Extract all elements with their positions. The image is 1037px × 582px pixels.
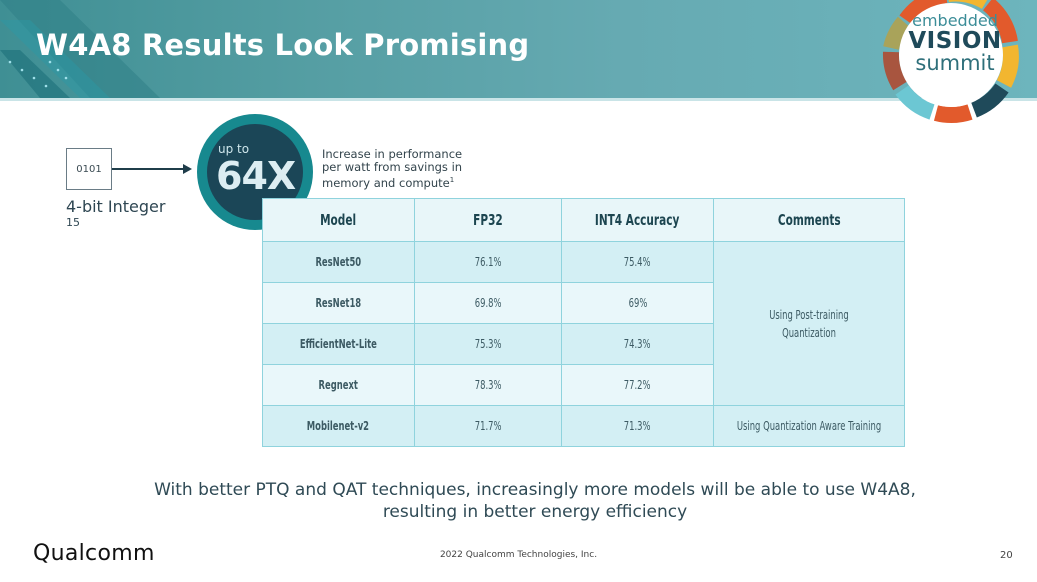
- bit-value-box: 0101: [66, 148, 112, 190]
- table-header-row: Model FP32 INT4 Accuracy Comments: [262, 198, 906, 242]
- model-cell: ResNet50: [262, 241, 415, 283]
- badge-value: 64X: [216, 154, 296, 198]
- logo-line-summit: summit: [915, 51, 995, 75]
- header-decoration: [0, 0, 160, 98]
- table-row: Mobilenet-v2 71.7% 71.3% Using Quantizat…: [262, 405, 906, 447]
- table-row: ResNet50 76.1% 75.4% Using Post-training…: [262, 241, 906, 406]
- badge-prefix: up to: [218, 142, 250, 156]
- header-fp32: FP32: [413, 198, 563, 242]
- header-comments: Comments: [712, 198, 906, 242]
- fp32-cell: 69.8%: [413, 282, 563, 324]
- comment-qat: Using Quantization Aware Training: [712, 405, 906, 447]
- int4-cell: 75.4%: [561, 241, 714, 283]
- logo-line-vision: VISION: [908, 28, 1002, 54]
- model-cell: EfficientNet-Lite: [262, 323, 415, 365]
- header-int4: INT4 Accuracy: [561, 198, 714, 242]
- model-cell: ResNet18: [262, 282, 415, 324]
- arrow-head-icon: [183, 164, 192, 174]
- int4-cell: 69%: [561, 282, 714, 324]
- slide-header: W4A8 Results Look Promising: [0, 0, 1037, 98]
- copyright: 2022 Qualcomm Technologies, Inc.: [439, 550, 598, 560]
- table-row: Regnext 78.3% 77.2%: [262, 364, 905, 406]
- int4-cell: 71.3%: [561, 405, 714, 447]
- footnote-marker: 1: [449, 176, 455, 184]
- fp32-cell: 76.1%: [413, 241, 563, 283]
- header-divider: [0, 98, 1037, 101]
- description-text: Increase in performance per watt from sa…: [322, 147, 463, 190]
- summary-text: With better PTQ and QAT techniques, incr…: [154, 480, 916, 522]
- event-logo-ring: [882, 0, 1019, 123]
- int4-cell: 74.3%: [561, 323, 714, 365]
- slide-title: W4A8 Results Look Promising: [36, 28, 530, 62]
- fp32-cell: 78.3%: [413, 364, 563, 406]
- qualcomm-logo: Qualcomm: [33, 541, 155, 566]
- bit-sub-value: 15: [66, 216, 80, 229]
- int4-cell: 77.2%: [561, 364, 714, 406]
- event-logo-text: embedded VISION summit: [895, 11, 1015, 75]
- badge-description: Increase in performance per watt from sa…: [322, 148, 482, 190]
- header-model: Model: [262, 198, 415, 242]
- model-cell: Regnext: [262, 364, 415, 406]
- fp32-cell: 71.7%: [413, 405, 563, 447]
- model-cell: Mobilenet-v2: [262, 405, 415, 447]
- logo-line-embedded: embedded: [912, 11, 998, 30]
- arrow-icon: [112, 168, 184, 170]
- comment-ptq: Using Post-training Quantization: [712, 241, 906, 406]
- page-number: 20: [1000, 550, 1013, 561]
- bit-label: 4-bit Integer: [66, 197, 166, 216]
- fp32-cell: 75.3%: [413, 323, 563, 365]
- table-row: EfficientNet-Lite 75.3% 74.3%: [262, 323, 905, 365]
- results-table: Model FP32 INT4 Accuracy Comments ResNet…: [262, 198, 906, 447]
